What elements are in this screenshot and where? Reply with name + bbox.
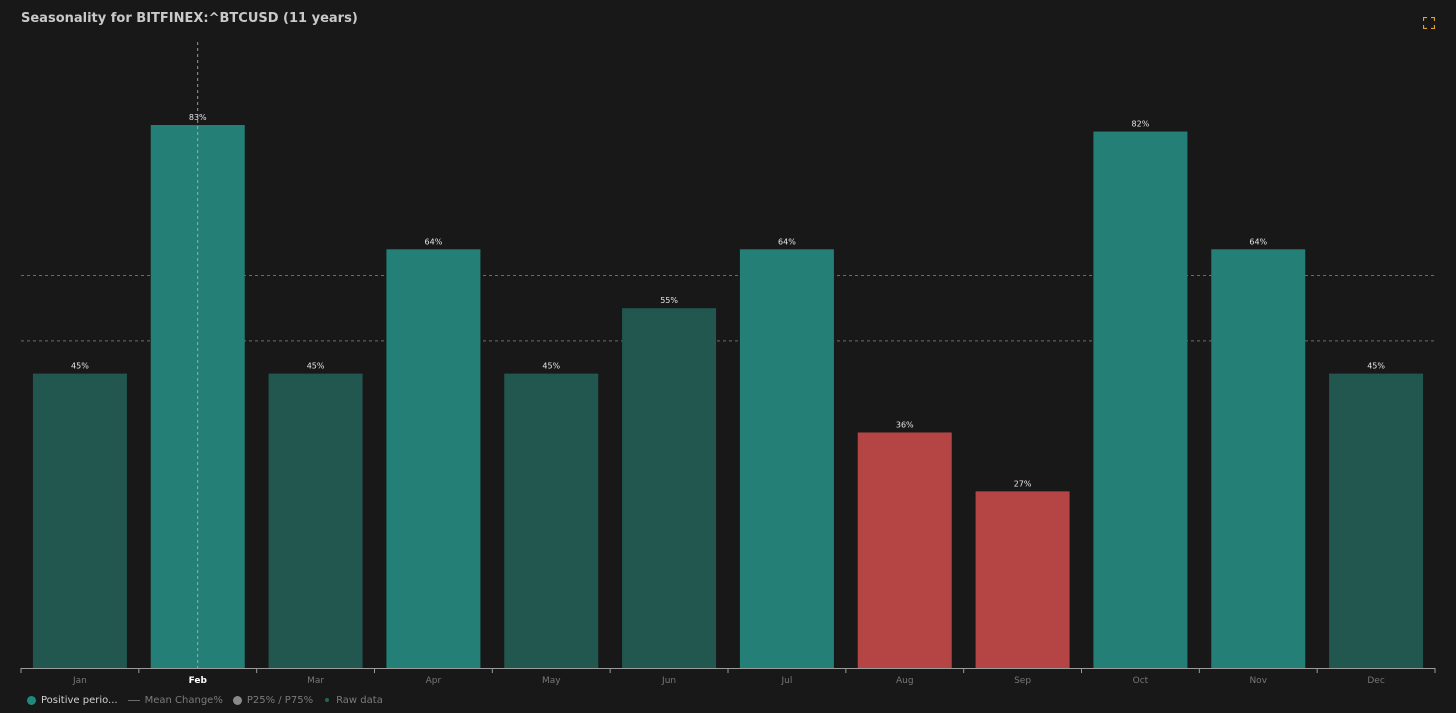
data-label-jun: 55% xyxy=(660,296,678,305)
legend-positive-label: Positive perio... xyxy=(41,694,118,706)
x-tick-label-jan: Jan xyxy=(72,676,87,686)
x-tick-label-sep: Sep xyxy=(1014,676,1031,686)
x-tick-label-feb: Feb xyxy=(189,676,208,686)
legend-raw-label: Raw data xyxy=(336,694,383,706)
x-tick-label-nov: Nov xyxy=(1249,676,1267,686)
x-tick-label-oct: Oct xyxy=(1133,676,1149,686)
legend-raw-data[interactable]: Raw data xyxy=(323,695,383,706)
bar-jun xyxy=(622,308,717,668)
data-label-aug: 36% xyxy=(896,420,914,429)
raw-dot-icon xyxy=(325,698,330,702)
bar-dec xyxy=(1329,373,1424,668)
bar-apr xyxy=(386,249,481,668)
data-label-feb: 83% xyxy=(189,113,207,122)
bar-mar xyxy=(268,373,363,668)
seasonality-chart: 45% 83% 45% 64% 45% 55% 64% 36% 27% 82% 64% 45% Jan F… xyxy=(20,42,1436,686)
x-tick-label-jul: Jul xyxy=(780,676,792,686)
data-label-oct: 82% xyxy=(1132,120,1150,129)
x-tick-label-aug: Aug xyxy=(896,676,914,686)
data-label-sep: 27% xyxy=(1014,479,1032,488)
data-label-mar: 45% xyxy=(307,362,325,371)
legend-percentiles[interactable]: P25% / P75% xyxy=(232,694,314,706)
x-tick-label-dec: Dec xyxy=(1367,676,1384,686)
data-label-nov: 64% xyxy=(1249,237,1267,246)
data-label-apr: 64% xyxy=(425,237,443,246)
bar-jan xyxy=(32,373,127,668)
chart-legend: Positive perio... Mean Change% P25% / P7… xyxy=(27,693,393,707)
bar-oct xyxy=(1093,131,1188,668)
chart-title: Seasonality for BITFINEX:^BTCUSD (11 yea… xyxy=(21,11,358,26)
data-label-dec: 45% xyxy=(1367,362,1385,371)
data-label-may: 45% xyxy=(542,362,560,371)
bar-jul xyxy=(739,249,834,668)
legend-mean-label: Mean Change% xyxy=(144,694,223,706)
legend-percentiles-label: P25% / P75% xyxy=(246,694,314,706)
legend-positive-periods[interactable]: Positive perio... xyxy=(27,695,118,706)
bar-sep xyxy=(975,491,1070,668)
data-label-jul: 64% xyxy=(778,237,796,246)
x-tick-label-apr: Apr xyxy=(426,676,442,686)
x-tick-label-mar: Mar xyxy=(307,676,324,686)
legend-mean-change[interactable]: Mean Change% xyxy=(127,694,223,706)
line-dash-icon xyxy=(127,699,140,701)
bar-nov xyxy=(1211,249,1306,668)
data-label-jan: 45% xyxy=(71,362,89,371)
x-tick-label-may: May xyxy=(542,676,561,686)
expand-icon[interactable] xyxy=(1422,14,1436,30)
bar-aug xyxy=(857,432,952,668)
bar-may xyxy=(504,373,599,668)
percentile-dot-icon xyxy=(232,695,242,705)
positive-dot-icon xyxy=(27,695,36,705)
x-tick-label-jun: Jun xyxy=(661,676,676,686)
